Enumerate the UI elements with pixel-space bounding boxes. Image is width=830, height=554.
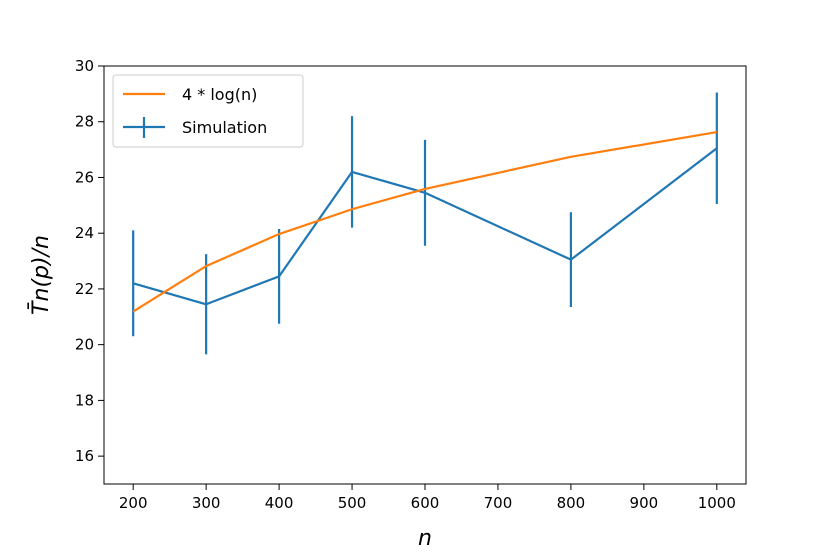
y-tick-label: 30	[75, 57, 94, 75]
x-tick-label: 900	[630, 494, 659, 512]
axes-frame	[103, 65, 747, 485]
x-tick-label: 600	[411, 494, 440, 512]
legend: 4 * log(n) Simulation	[112, 74, 304, 148]
x-tick-label: 400	[265, 494, 294, 512]
x-tick-label: 500	[338, 494, 367, 512]
x-tick-label: 1000	[698, 494, 736, 512]
y-tick-label: 26	[75, 168, 94, 186]
y-tick-label: 22	[75, 280, 94, 298]
x-axis-ticks: 200 300 400 500 600 700 800 900 1000	[119, 484, 736, 512]
x-axis-label: n	[418, 526, 432, 551]
plot-area	[132, 92, 718, 355]
x-tick-label: 200	[119, 494, 148, 512]
log-curve-line	[132, 130, 718, 313]
x-tick-label: 300	[192, 494, 221, 512]
x-tick-label: 700	[484, 494, 513, 512]
y-axis-ticks: 16 18 20 22 24 26 28 30	[75, 57, 104, 465]
y-tick-label: 24	[75, 224, 94, 242]
y-tick-label: 20	[75, 336, 94, 354]
simulation-line	[132, 147, 718, 306]
y-tick-label: 18	[75, 391, 94, 409]
y-axis-label: T̄n(p)/n	[28, 235, 54, 315]
y-tick-label: 28	[75, 113, 94, 131]
x-tick-label: 800	[557, 494, 586, 512]
legend-label-log: 4 * log(n)	[182, 85, 257, 104]
y-tick-label: 16	[75, 447, 94, 465]
legend-label-simulation: Simulation	[182, 118, 267, 137]
